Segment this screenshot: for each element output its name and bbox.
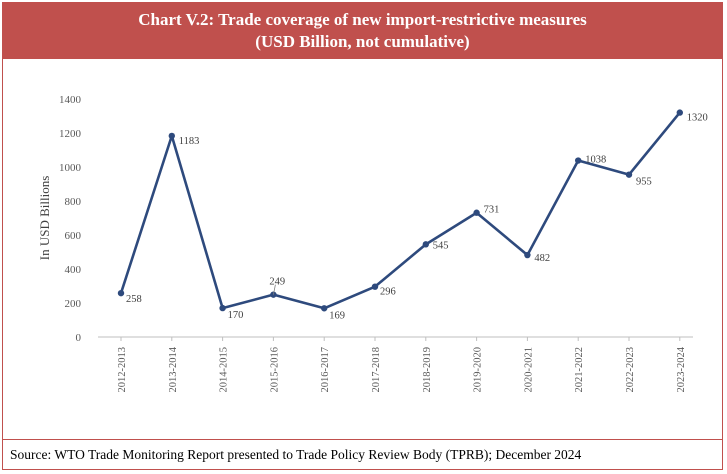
data-label: 258: [126, 294, 142, 305]
data-label: 249: [269, 277, 285, 288]
series-line: [119, 111, 681, 310]
data-point: [117, 289, 125, 297]
x-tick-label: 2015-2016: [269, 347, 280, 393]
y-tick-label: 400: [65, 264, 82, 276]
x-tick-label: 2018-2019: [422, 347, 433, 393]
data-label: 545: [433, 240, 449, 251]
x-tick-label: 2020-2021: [523, 347, 534, 393]
data-point: [371, 283, 379, 290]
data-point: [168, 132, 175, 140]
y-tick-label: 200: [65, 298, 82, 310]
data-label: 482: [534, 253, 550, 264]
data-label: 731: [484, 205, 500, 216]
data-label: 1183: [179, 136, 200, 147]
y-tick-label: 1400: [59, 94, 82, 106]
x-tick-label: 2022-2023: [625, 347, 636, 393]
y-tick-label: 1000: [59, 162, 82, 174]
y-tick-label: 600: [65, 230, 82, 242]
y-tick-label: 0: [76, 332, 82, 344]
data-point: [473, 209, 480, 216]
data-point: [321, 305, 328, 312]
y-tick-label: 800: [65, 196, 82, 208]
y-tick-label: 1200: [59, 128, 82, 140]
data-point: [524, 251, 531, 259]
chart-header: Chart V.2: Trade coverage of new import-…: [3, 3, 722, 59]
x-tick-label: 2021-2022: [574, 347, 585, 393]
data-point: [575, 157, 582, 164]
x-tick-label: 2016-2017: [320, 347, 331, 393]
data-label: 169: [329, 310, 345, 321]
chart-subtitle: (USD Billion, not cumulative): [255, 32, 470, 51]
chart-title: Chart V.2: Trade coverage of new import-…: [138, 10, 587, 29]
chart-frame: Chart V.2: Trade coverage of new import-…: [2, 2, 723, 470]
line-chart: 0 200 400 600 800 1000 1200 1400 In USD Billions…: [37, 94, 708, 393]
data-label: 1320: [687, 113, 708, 124]
data-label: 170: [228, 310, 244, 321]
x-tick-label: 2017-2018: [371, 347, 382, 393]
data-point: [676, 109, 683, 116]
data-point: [270, 291, 277, 298]
x-tick-label: 2013-2014: [168, 346, 179, 392]
data-label: 296: [380, 287, 396, 298]
data-label: 1038: [585, 155, 606, 166]
x-tick-label: 2014-2015: [219, 347, 230, 393]
x-tick-label: 2019-2020: [473, 347, 484, 393]
data-label-leader: [273, 284, 276, 295]
plot-area: 0 200 400 600 800 1000 1200 1400 In USD Billions…: [3, 59, 722, 439]
source-note: Source: WTO Trade Monitoring Report pres…: [3, 439, 722, 469]
x-tick-label: 2012-2013: [117, 347, 128, 393]
x-tick-label: 2023-2024: [676, 346, 687, 392]
data-point: [219, 304, 226, 312]
y-axis-label: In USD Billions: [37, 176, 52, 261]
data-point: [625, 171, 633, 178]
data-label: 955: [636, 177, 652, 188]
data-point: [422, 241, 429, 248]
